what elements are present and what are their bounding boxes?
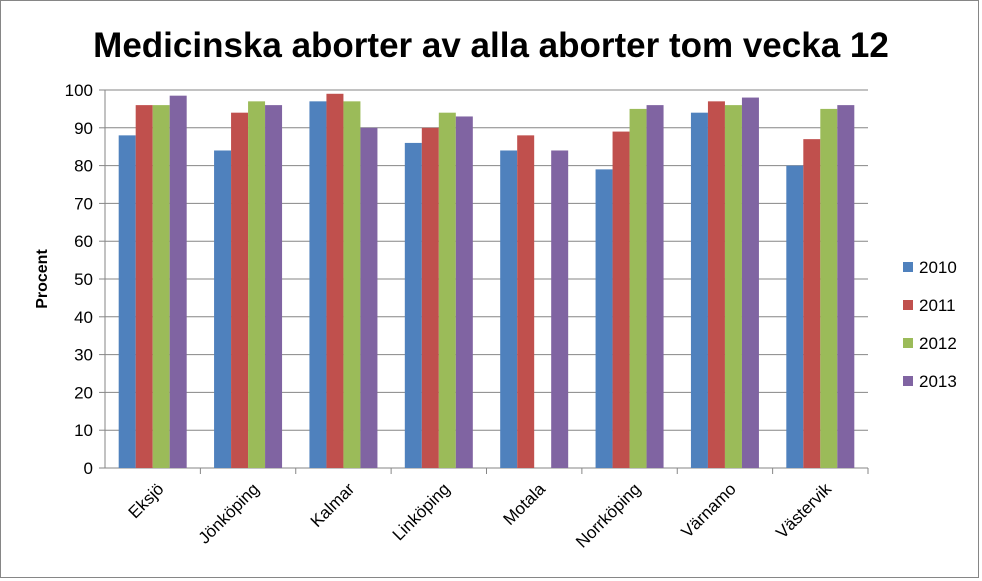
- bar-2011-5: [612, 131, 630, 468]
- bar-2013-4: [551, 150, 569, 469]
- y-tick-label: 40: [74, 308, 93, 327]
- y-tick-label: 10: [74, 421, 93, 440]
- bar-2011-7: [803, 139, 821, 468]
- y-tick-label: 80: [74, 157, 93, 176]
- bar-2012-5: [629, 108, 647, 469]
- x-category-label: Jönköping: [195, 479, 263, 547]
- y-tick-label: 60: [74, 232, 93, 251]
- bar-2013-1: [265, 105, 283, 469]
- y-tick-label: 30: [74, 346, 93, 365]
- bar-2012-0: [152, 105, 170, 469]
- y-tick-label: 90: [74, 119, 93, 138]
- legend-swatch-2010: [903, 262, 913, 272]
- bar-2013-2: [360, 127, 378, 469]
- x-category-label: Motala: [499, 479, 549, 529]
- bar-2010-3: [404, 142, 422, 469]
- bar-2012-3: [438, 112, 456, 469]
- bar-2013-7: [837, 105, 855, 469]
- y-tick-label: 0: [84, 459, 93, 478]
- bar-2010-6: [690, 112, 708, 469]
- legend-swatch-2013: [903, 376, 913, 386]
- legend-label-2012: 2012: [919, 334, 957, 353]
- bar-2012-1: [248, 101, 266, 468]
- x-category-label: Norrköping: [572, 479, 644, 551]
- legend-label-2013: 2013: [919, 372, 957, 391]
- bar-2012-7: [820, 108, 838, 469]
- bar-2010-5: [595, 169, 613, 468]
- legend-label-2011: 2011: [919, 296, 956, 315]
- chart-title: Medicinska aborter av alla aborter tom v…: [93, 26, 889, 65]
- bar-2013-5: [646, 105, 664, 469]
- bar-2011-2: [326, 93, 344, 468]
- bar-2011-4: [517, 135, 535, 469]
- y-tick-label: 100: [65, 81, 93, 100]
- x-category-label: Västervik: [772, 479, 835, 542]
- legend-swatch-2011: [903, 300, 913, 310]
- bar-2010-1: [214, 150, 232, 469]
- bar-2011-6: [707, 101, 725, 468]
- legend-label-2010: 2010: [919, 258, 957, 277]
- y-tick-label: 20: [74, 383, 93, 402]
- x-category-label: Värnamo: [678, 479, 740, 541]
- x-category-label: Eksjö: [125, 479, 168, 522]
- bar-2010-2: [309, 101, 327, 468]
- bar-2010-7: [786, 165, 804, 468]
- x-category-label: Linköping: [389, 479, 454, 544]
- bar-2012-6: [724, 105, 742, 469]
- bar-2012-2: [343, 101, 361, 468]
- bar-2013-0: [169, 95, 187, 469]
- bar-2011-0: [135, 105, 153, 469]
- bar-2011-1: [231, 112, 249, 469]
- bar-2010-4: [500, 150, 518, 469]
- y-tick-label: 50: [74, 270, 93, 289]
- legend-swatch-2012: [903, 338, 913, 348]
- plot-area: 0 10 20 30 40 50 60 70 80 90 100 Eksjö Jönköping Kalm…: [65, 81, 869, 552]
- y-axis-label: Procent: [34, 249, 51, 309]
- bar-2010-0: [118, 135, 136, 469]
- x-category-label: Kalmar: [307, 479, 359, 531]
- bar-2011-3: [421, 127, 439, 469]
- bar-2013-3: [455, 116, 473, 469]
- bar-2013-6: [741, 97, 759, 468]
- y-tick-label: 70: [74, 194, 93, 213]
- legend: 2010 2011 2012 2013: [903, 258, 957, 391]
